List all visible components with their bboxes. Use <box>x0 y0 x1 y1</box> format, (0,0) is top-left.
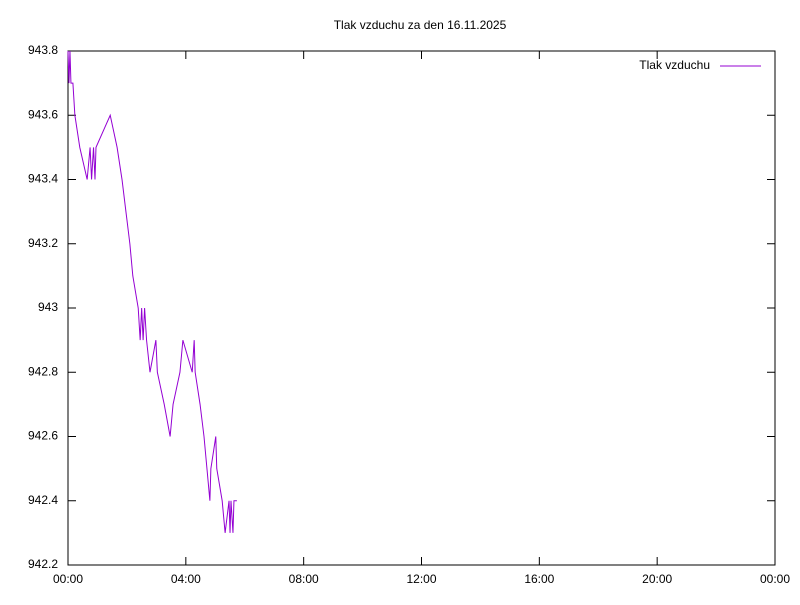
y-tick-label: 942.6 <box>28 429 58 443</box>
y-tick-label: 943.4 <box>28 172 58 186</box>
plot-border <box>67 50 776 566</box>
x-tick-label: 08:00 <box>289 572 319 586</box>
y-tick-label: 943 <box>38 300 58 314</box>
data-line <box>67 50 237 533</box>
legend-label: Tlak vzduchu <box>639 58 710 72</box>
x-tick-label: 00:00 <box>760 572 790 586</box>
y-tick-label: 943.6 <box>28 107 58 121</box>
y-tick-label: 942.2 <box>28 557 58 571</box>
y-tick-label: 943.2 <box>28 236 58 250</box>
y-tick-label: 943.8 <box>28 43 58 57</box>
y-tick-label: 942.8 <box>28 364 58 378</box>
y-tick-label: 942.4 <box>28 493 58 507</box>
x-tick-label: 00:00 <box>53 572 83 586</box>
x-tick-label: 04:00 <box>171 572 201 586</box>
x-tick-label: 12:00 <box>406 572 436 586</box>
x-tick-label: 20:00 <box>642 572 672 586</box>
x-tick-label: 16:00 <box>524 572 554 586</box>
chart-title: Tlak vzduchu za den 16.11.2025 <box>334 18 507 32</box>
